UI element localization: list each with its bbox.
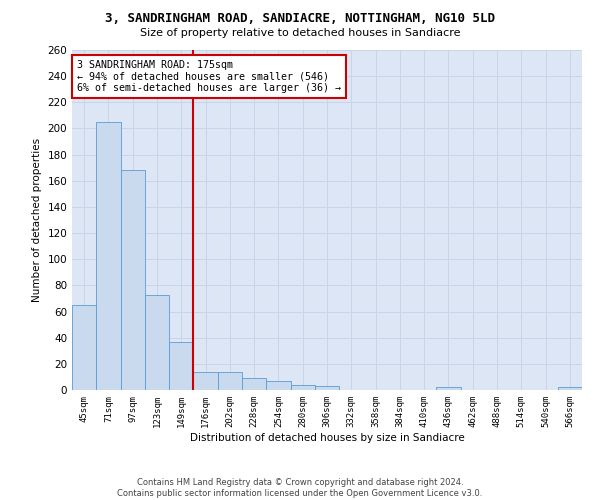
Bar [72, 305, 96, 390]
Bar [266, 381, 290, 390]
Bar [218, 372, 242, 390]
Bar [436, 388, 461, 390]
Text: Contains HM Land Registry data © Crown copyright and database right 2024.
Contai: Contains HM Land Registry data © Crown c… [118, 478, 482, 498]
X-axis label: Distribution of detached houses by size in Sandiacre: Distribution of detached houses by size … [190, 432, 464, 442]
Bar [121, 170, 145, 390]
Bar [145, 294, 169, 390]
Bar [242, 378, 266, 390]
Bar [96, 122, 121, 390]
Bar [315, 386, 339, 390]
Bar [193, 372, 218, 390]
Y-axis label: Number of detached properties: Number of detached properties [32, 138, 42, 302]
Bar [169, 342, 193, 390]
Bar [558, 388, 582, 390]
Text: Size of property relative to detached houses in Sandiacre: Size of property relative to detached ho… [140, 28, 460, 38]
Bar [290, 385, 315, 390]
Text: 3, SANDRINGHAM ROAD, SANDIACRE, NOTTINGHAM, NG10 5LD: 3, SANDRINGHAM ROAD, SANDIACRE, NOTTINGH… [105, 12, 495, 26]
Text: 3 SANDRINGHAM ROAD: 175sqm
← 94% of detached houses are smaller (546)
6% of semi: 3 SANDRINGHAM ROAD: 175sqm ← 94% of deta… [77, 60, 341, 94]
